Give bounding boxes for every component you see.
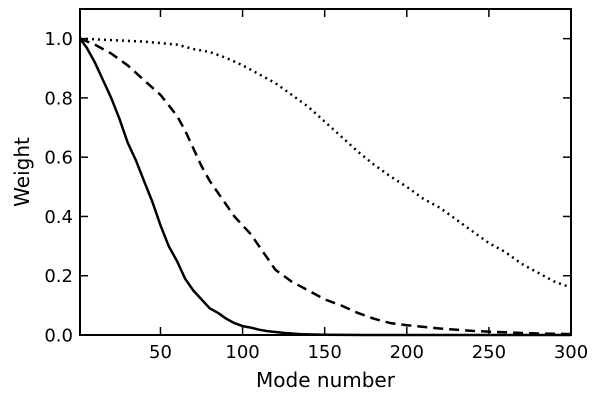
series-layer: [78, 37, 572, 337]
y-tick-label: 0.4: [44, 207, 73, 228]
x-tick-label: 150: [307, 342, 341, 363]
x-axis-label: Mode number: [256, 368, 396, 392]
series-line-dashed: [79, 37, 572, 336]
y-tick-label: 0.2: [44, 266, 73, 287]
series-line-solid: [78, 37, 571, 337]
x-tick-label: 50: [149, 342, 172, 363]
x-tick-label: 250: [472, 342, 506, 363]
y-tick-label: 0.8: [44, 88, 73, 109]
x-tick-label: 200: [390, 342, 424, 363]
x-tick-label: 100: [225, 342, 259, 363]
plot-frame: [79, 8, 572, 336]
y-tick-label: 0.0: [44, 326, 73, 347]
y-axis-label: Weight: [10, 137, 34, 207]
y-tick-label: 1.0: [44, 29, 73, 50]
x-tick-label: 300: [554, 342, 588, 363]
series-line-dotted: [79, 37, 572, 289]
y-tick-label: 0.6: [44, 148, 73, 169]
ticks-layer: 50 100 150 200 250 300 0.0 0.2 0.4 0.6 0.8 1.0: [44, 9, 588, 363]
